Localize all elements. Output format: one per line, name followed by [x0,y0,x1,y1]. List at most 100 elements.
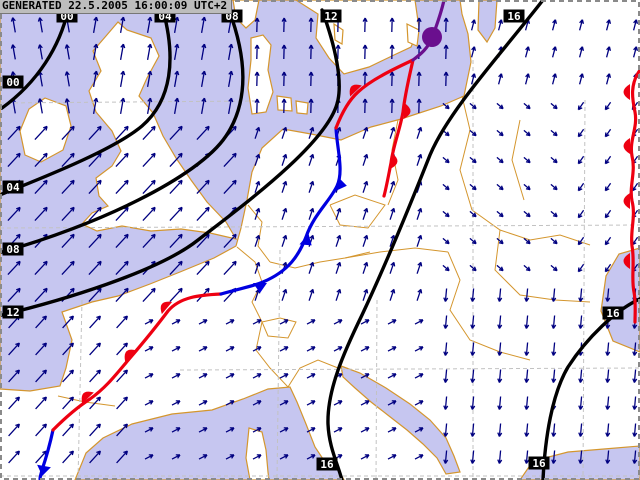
wind-arrow [414,454,424,460]
wind-arrow [524,288,530,302]
wind-arrow [115,260,129,276]
wind-arrow [550,237,558,245]
wind-arrow [89,342,102,356]
isochrone-label-box [316,457,338,471]
wind-arrow [173,43,180,61]
border-austria-hungary [344,247,449,259]
wind-arrow [523,210,531,218]
wind-arrow [524,46,531,58]
wind-arrow [308,288,315,301]
wind-arrow [169,233,183,249]
wind-arrow [414,319,424,325]
wind-arrow [443,44,449,60]
wind-arrow [254,17,260,33]
wind-arrow [144,319,154,325]
wind-arrow [171,346,181,352]
wind-arrow [116,450,129,464]
wind-arrow [335,234,342,247]
graticule-parallel [0,224,640,229]
wind-arrow [469,264,477,272]
warm-front-semicircle [81,391,94,404]
wind-arrow [605,369,611,383]
wind-arrow [577,182,585,192]
wind-arrow [281,126,288,139]
isochrone-label-text: 08 [6,243,19,256]
wind-arrow [604,236,612,246]
wind-arrow [308,126,315,139]
wind-arrow [416,98,422,114]
isochrone-label: 12 [2,305,24,319]
generated-timestamp: GENERATED 22.5.2005 16:00:09 UTC+2 [2,0,228,12]
wind-arrow [416,71,422,87]
isochrone-label: 00 [2,75,24,89]
isochrone-label-box [2,305,24,319]
warm-front-semicircle [349,84,362,97]
front-cold-sw [37,428,55,480]
wind-arrow [281,207,288,220]
wind-arrow [37,98,43,114]
wind-arrow [497,423,503,437]
wind-arrow [308,207,315,220]
border-switzerland [261,317,297,339]
wind-arrow [524,396,530,410]
wind-arrow [173,70,180,88]
wind-arrow [470,369,476,383]
wind-arrow [497,73,504,85]
wind-arrow [443,369,449,383]
wind-arrow [308,98,314,114]
wind-arrow [279,319,289,325]
land-ireland [19,97,72,163]
wind-arrow [605,423,611,437]
wind-arrow [61,260,75,276]
wind-arrow [116,315,129,329]
sea-adriatic [340,365,461,475]
wind-arrow [171,454,181,460]
wind-arrow [196,179,210,195]
wind-arrow [335,207,342,220]
low-pressure-center [422,27,442,47]
wind-arrow [497,369,503,383]
wind-arrow [34,287,48,303]
wind-arrow [469,210,477,218]
wind-arrow [578,369,584,383]
wind-arrow [254,153,261,166]
wind-arrow [62,396,75,410]
wind-arrow [416,234,423,247]
wind-arrow [577,236,585,246]
isochrone-label: 08 [2,242,24,256]
wind-arrow [416,153,423,166]
wind-arrow [524,73,531,85]
wind-arrow [8,342,21,356]
wind-arrow [142,287,156,303]
wind-arrow [524,423,530,437]
wind-arrow [92,16,99,34]
wind-arrow [146,97,153,115]
wind-arrow [389,288,396,301]
wind-arrow [496,183,504,191]
wind-arrow [333,346,343,352]
wind-arrow [442,210,450,218]
wind-arrow [252,319,262,325]
wind-arrow [416,17,422,33]
sea-black-sea [600,247,640,353]
wind-arrow [470,423,476,437]
wind-arrow [223,179,237,195]
wind-arrow [254,126,261,139]
cold-front-triangle [37,464,51,476]
wind-arrow [198,319,208,325]
land-gotland-island [406,23,420,47]
wind-arrow [281,234,288,247]
border-benelux-germany [247,204,271,263]
wind-arrow [551,19,558,31]
wind-arrow [88,125,102,141]
front-warm-c [382,58,415,198]
wind-arrow [281,288,288,301]
wind-arrow [362,234,369,247]
wind-arrow [605,450,611,464]
wind-arrow [7,125,21,141]
wind-arrow [119,16,126,34]
wind-arrow [362,44,368,60]
wind-arrow [523,156,531,164]
